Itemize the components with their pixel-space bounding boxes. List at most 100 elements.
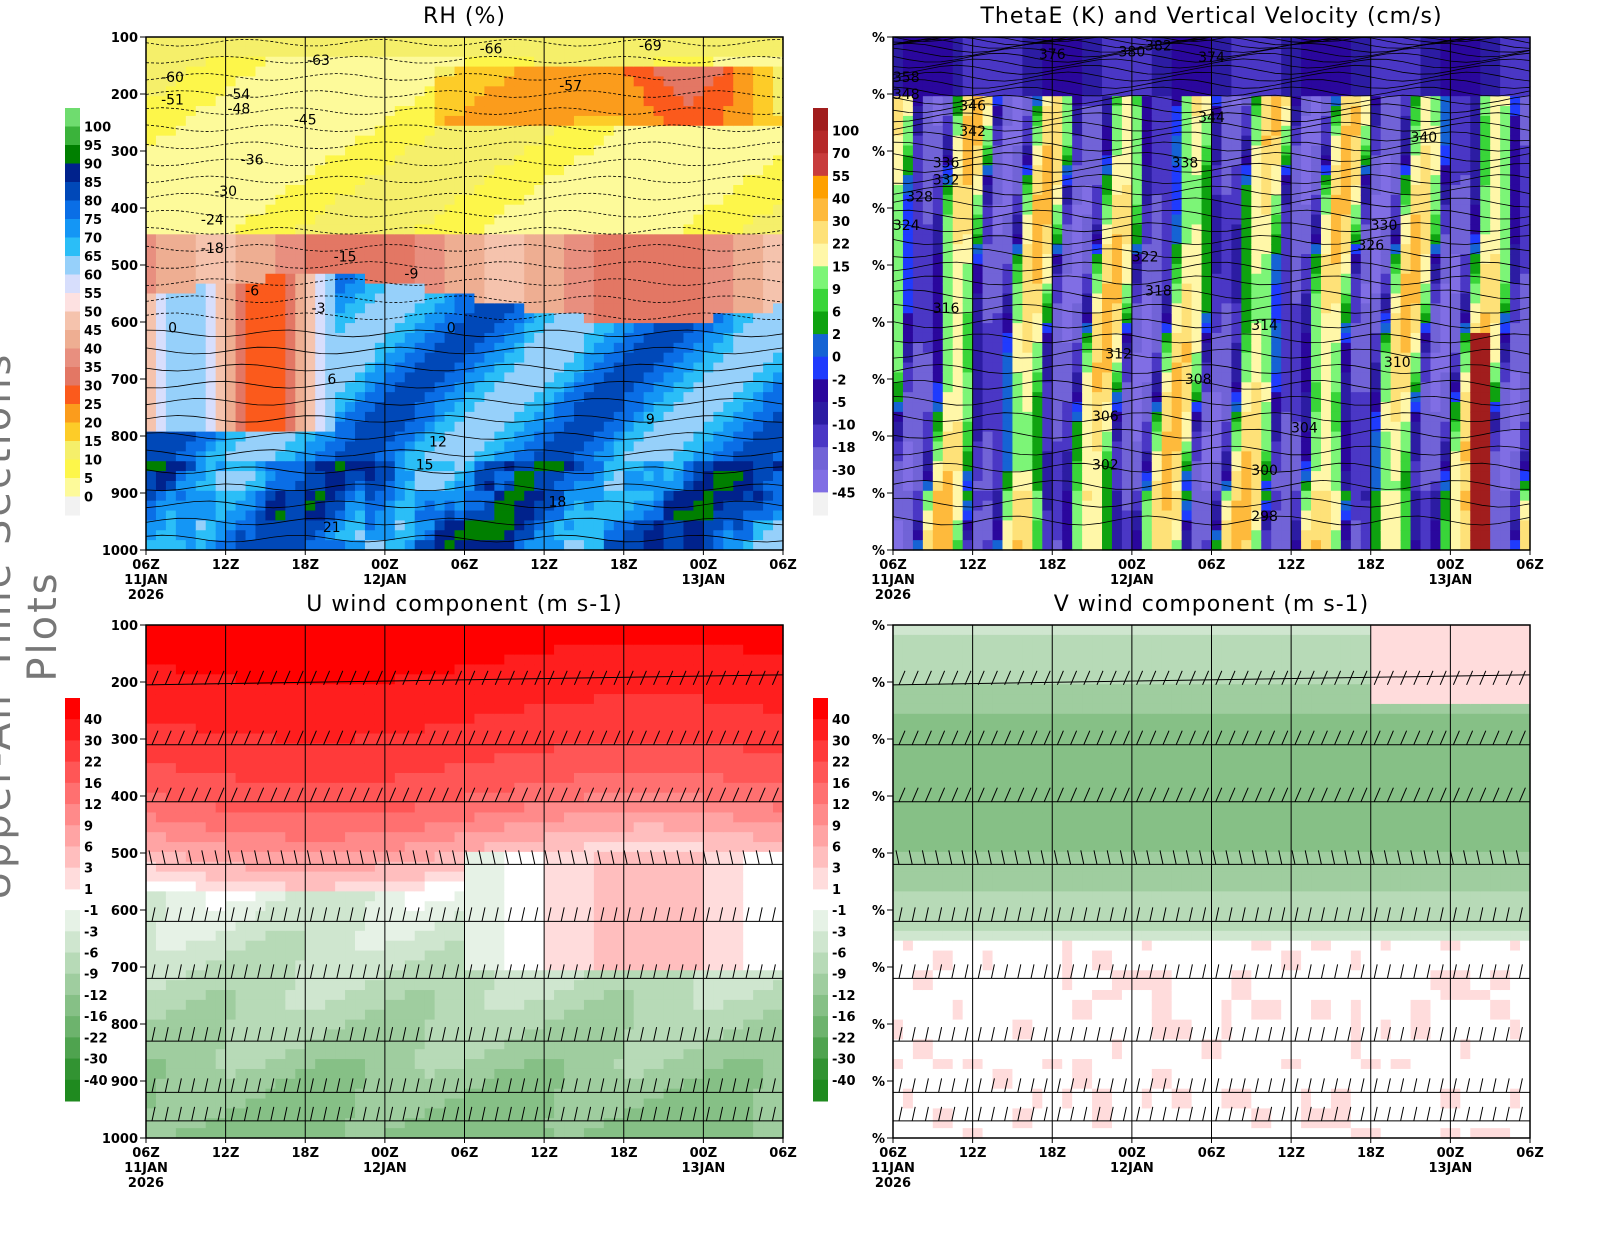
field-cell bbox=[902, 145, 914, 156]
field-cell bbox=[1052, 76, 1063, 87]
field-cell bbox=[573, 451, 585, 462]
field-cell bbox=[255, 175, 267, 186]
field-cell bbox=[683, 510, 695, 522]
field-cell bbox=[1151, 56, 1163, 68]
field-cell bbox=[1141, 441, 1153, 452]
field-cell bbox=[763, 224, 774, 235]
field-cell bbox=[653, 480, 665, 492]
field-cell bbox=[653, 441, 665, 452]
field-cell bbox=[633, 106, 645, 117]
field-cell bbox=[932, 402, 944, 413]
field-cell bbox=[484, 392, 495, 403]
field-cell bbox=[743, 402, 754, 413]
field-cell bbox=[235, 46, 247, 58]
field-cell bbox=[165, 411, 177, 423]
field-cell bbox=[1092, 411, 1103, 423]
field-cell bbox=[295, 56, 306, 68]
field-cell bbox=[394, 244, 406, 255]
field-cell bbox=[633, 175, 645, 186]
field-cell bbox=[902, 323, 914, 334]
field-cell bbox=[146, 431, 157, 443]
field-cell bbox=[713, 283, 724, 295]
field-cell bbox=[494, 194, 505, 206]
field-cell bbox=[902, 254, 914, 265]
field-cell bbox=[922, 76, 934, 87]
field-cell bbox=[1012, 125, 1023, 137]
field-cell bbox=[195, 244, 207, 255]
field-cell bbox=[1052, 372, 1063, 383]
field-cell bbox=[1151, 37, 1163, 48]
field-cell bbox=[1012, 500, 1023, 512]
y-tick-label: 1000 bbox=[102, 544, 138, 559]
field-cell bbox=[355, 37, 366, 48]
field-cell bbox=[494, 214, 505, 226]
field-cell bbox=[673, 76, 685, 87]
field-cell bbox=[464, 224, 476, 235]
field-cell bbox=[285, 303, 296, 314]
field-cell bbox=[325, 332, 336, 344]
field-cell bbox=[902, 332, 914, 344]
field-cell bbox=[1062, 520, 1073, 531]
field-cell bbox=[295, 234, 306, 245]
field-cell bbox=[1102, 352, 1113, 364]
field-cell bbox=[235, 480, 247, 492]
field-cell bbox=[1141, 500, 1153, 512]
field-cell bbox=[703, 283, 714, 295]
field-cell bbox=[504, 362, 515, 374]
field-cell bbox=[673, 234, 685, 245]
field-cell bbox=[295, 402, 306, 413]
field-cell bbox=[444, 471, 456, 482]
field-cell bbox=[364, 303, 376, 314]
field-cell bbox=[155, 490, 167, 502]
field-cell bbox=[285, 540, 296, 551]
field-cell bbox=[534, 362, 545, 374]
field-cell bbox=[703, 145, 714, 156]
field-cell bbox=[255, 96, 267, 107]
field-cell bbox=[464, 135, 476, 147]
field-cell bbox=[962, 37, 974, 48]
field-cell bbox=[663, 135, 675, 147]
field-cell bbox=[962, 115, 974, 127]
field-cell bbox=[534, 490, 545, 502]
field-cell bbox=[1012, 224, 1023, 235]
field-cell bbox=[1082, 115, 1093, 127]
field-cell bbox=[394, 303, 406, 314]
field-cell bbox=[1151, 500, 1163, 512]
field-cell bbox=[285, 402, 296, 413]
field-cell bbox=[593, 313, 605, 324]
field-cell bbox=[643, 214, 655, 226]
field-cell bbox=[733, 86, 744, 97]
field-cell bbox=[982, 194, 994, 206]
field-cell bbox=[982, 411, 994, 423]
field-cell bbox=[573, 500, 585, 512]
field-cell bbox=[962, 96, 974, 107]
field-cell bbox=[325, 402, 336, 413]
field-cell bbox=[723, 451, 734, 462]
field-cell bbox=[1102, 392, 1113, 403]
field-cell bbox=[514, 421, 525, 433]
field-cell bbox=[414, 145, 426, 156]
field-cell bbox=[424, 96, 436, 107]
field-cell bbox=[743, 145, 754, 156]
field-cell bbox=[1161, 461, 1173, 472]
field-cell bbox=[424, 283, 436, 295]
field-cell bbox=[1042, 204, 1053, 216]
field-cell bbox=[583, 273, 595, 285]
field-cell bbox=[146, 530, 157, 541]
field-cell bbox=[663, 392, 675, 403]
field-cell bbox=[225, 421, 237, 433]
field-cell bbox=[165, 155, 177, 166]
field-cell bbox=[733, 184, 744, 196]
field-cell bbox=[1072, 115, 1083, 127]
field-cell bbox=[285, 184, 296, 196]
field-cell bbox=[972, 480, 984, 492]
field-cell bbox=[583, 352, 595, 364]
field-cell bbox=[315, 441, 326, 452]
field-cell bbox=[1082, 303, 1093, 314]
field-cell bbox=[573, 115, 585, 127]
field-cell bbox=[753, 135, 764, 147]
field-cell bbox=[733, 471, 744, 482]
field-cell bbox=[1092, 273, 1103, 285]
field-cell bbox=[1032, 510, 1043, 522]
field-cell bbox=[1012, 184, 1023, 196]
